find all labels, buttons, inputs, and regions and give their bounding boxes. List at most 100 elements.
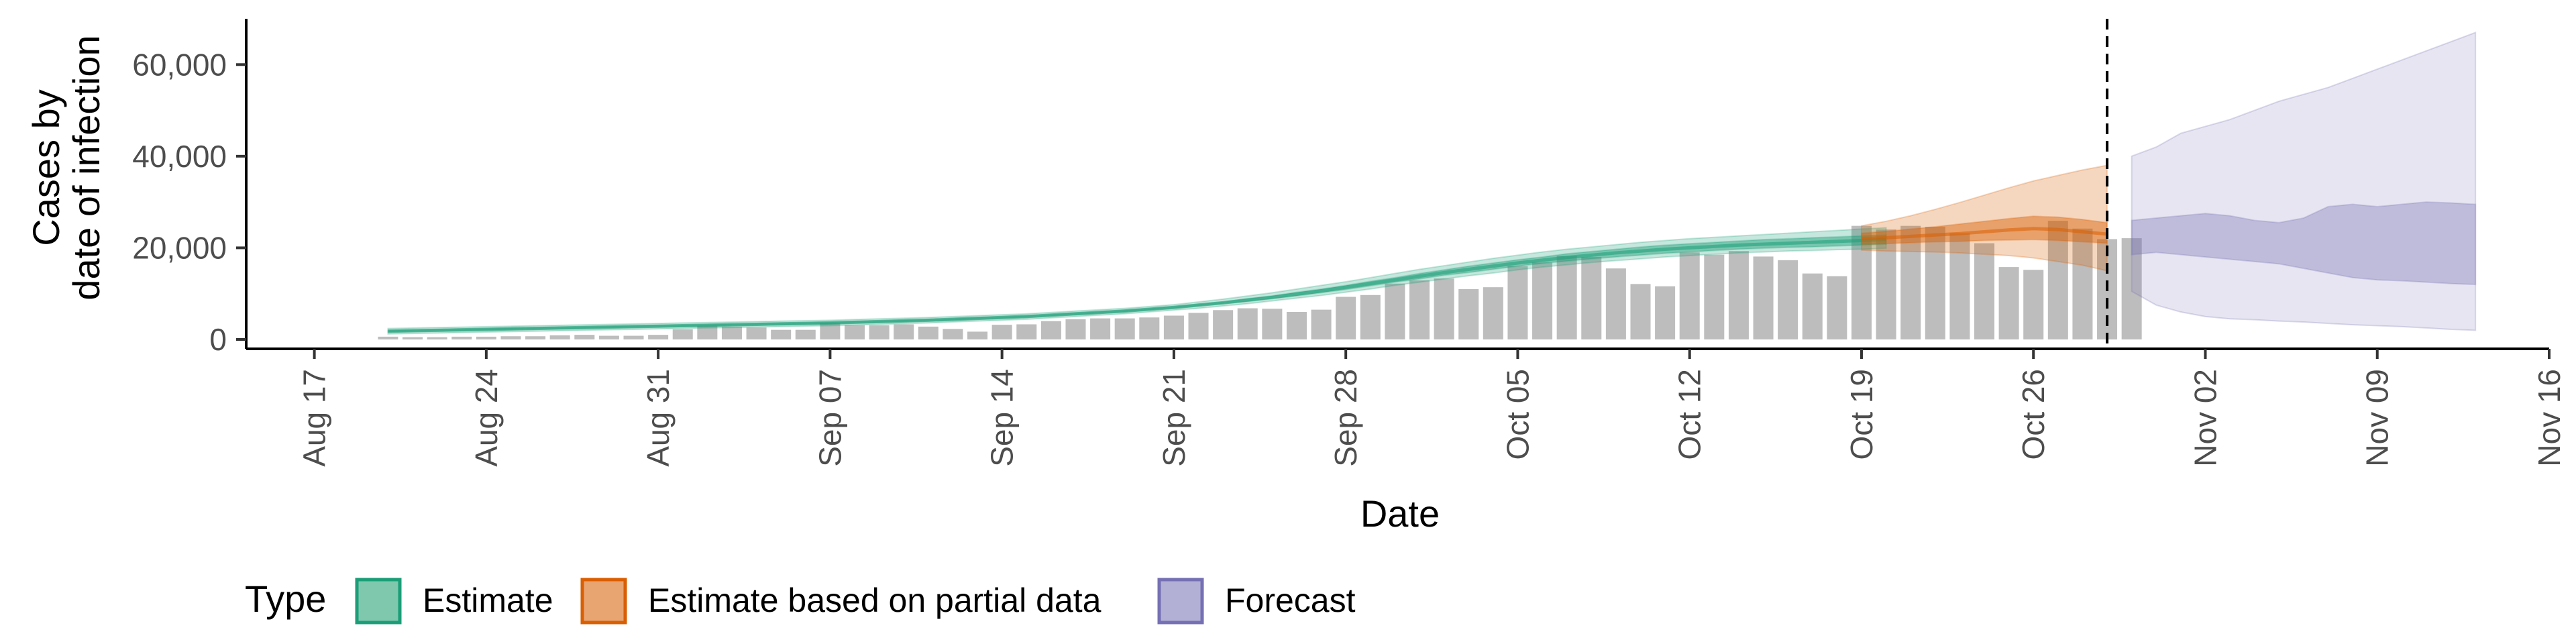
data-bar bbox=[1974, 243, 1995, 339]
band-90-0 bbox=[387, 227, 1887, 335]
data-bar bbox=[795, 329, 816, 339]
x-tick-label: Aug 24 bbox=[469, 369, 504, 467]
data-bar bbox=[1728, 251, 1749, 339]
legend-label: Estimate based on partial data bbox=[648, 582, 1102, 619]
data-bar bbox=[1630, 284, 1651, 339]
data-bar bbox=[1655, 286, 1676, 339]
band-50-2 bbox=[2131, 201, 2477, 286]
data-bar bbox=[1949, 233, 1970, 339]
legend-label: Forecast bbox=[1225, 582, 1356, 619]
data-bar bbox=[918, 326, 938, 339]
x-tick-label: Nov 02 bbox=[2188, 369, 2222, 467]
data-bar bbox=[1213, 310, 1234, 339]
median-line-1 bbox=[1861, 227, 2108, 241]
data-bar bbox=[1262, 309, 1283, 339]
legend-swatch bbox=[355, 578, 402, 625]
legend-title: Type bbox=[245, 578, 326, 620]
bars-layer bbox=[378, 221, 2142, 339]
data-bar bbox=[1900, 225, 1921, 339]
data-bar bbox=[476, 336, 496, 339]
data-bar bbox=[1065, 319, 1086, 339]
data-bar bbox=[2047, 221, 2068, 339]
data-bar bbox=[1434, 278, 1454, 339]
data-bar bbox=[1704, 254, 1725, 339]
band-90-2 bbox=[2131, 32, 2477, 331]
x-tick-label: Oct 12 bbox=[1672, 369, 1707, 460]
data-bar bbox=[1532, 262, 1553, 339]
x-tick-label: Aug 31 bbox=[641, 369, 676, 467]
data-bar bbox=[1090, 318, 1111, 339]
axes: 0 20,000 40,000 60,000 Aug 17 Aug 24 Aug 31 Sep… bbox=[132, 19, 2567, 467]
data-bar bbox=[1040, 321, 1061, 339]
data-bar bbox=[1851, 225, 1872, 339]
x-tick-label: Oct 26 bbox=[2016, 369, 2051, 460]
data-bar bbox=[1360, 294, 1381, 339]
legend: Type Estimate Estimate based on partial d… bbox=[245, 578, 1356, 625]
data-bar bbox=[574, 335, 595, 339]
data-bar bbox=[1458, 288, 1479, 339]
x-tick-label: Sep 21 bbox=[1157, 369, 1191, 467]
data-bar bbox=[1876, 229, 1896, 339]
data-bar bbox=[1827, 276, 1847, 339]
data-bar bbox=[1778, 260, 1799, 339]
data-bar bbox=[1802, 273, 1823, 339]
x-axis-title: Date bbox=[1360, 492, 1440, 535]
data-bar bbox=[623, 335, 644, 339]
data-bar bbox=[844, 325, 865, 339]
data-bar bbox=[672, 329, 693, 339]
data-bar bbox=[1679, 252, 1700, 339]
data-bar bbox=[1286, 312, 1307, 339]
data-bar bbox=[1483, 287, 1503, 339]
data-bar bbox=[500, 336, 521, 339]
x-tick-label: Aug 17 bbox=[297, 369, 332, 467]
data-bar bbox=[2072, 228, 2093, 339]
data-bar bbox=[894, 324, 914, 339]
data-bar bbox=[1237, 308, 1258, 339]
data-bar bbox=[1581, 257, 1602, 339]
data-bar bbox=[746, 327, 767, 339]
data-bar bbox=[1311, 309, 1332, 339]
y-tick-label: 20,000 bbox=[132, 230, 227, 265]
data-bar bbox=[1409, 280, 1430, 339]
data-bar bbox=[1605, 268, 1626, 339]
y-tick-label: 40,000 bbox=[132, 139, 227, 174]
data-bar bbox=[402, 337, 423, 339]
data-bar bbox=[721, 326, 742, 339]
legend-swatch bbox=[1157, 578, 1204, 625]
data-bar bbox=[1139, 317, 1160, 339]
data-bar bbox=[1556, 256, 1577, 339]
data-bar bbox=[697, 325, 718, 339]
data-bar bbox=[1998, 267, 2019, 339]
x-tick-label: Oct 05 bbox=[1500, 369, 1535, 460]
data-bar bbox=[1016, 324, 1037, 339]
y-tick-label: 60,000 bbox=[132, 47, 227, 82]
x-tick-label: Nov 09 bbox=[2360, 369, 2395, 467]
x-tick-label: Sep 14 bbox=[985, 369, 1020, 467]
data-bar bbox=[378, 336, 398, 339]
bands-layer bbox=[387, 32, 2477, 335]
data-bar bbox=[525, 336, 546, 339]
data-bar bbox=[967, 331, 988, 339]
data-bar bbox=[1188, 313, 1209, 339]
y-tick-label: 0 bbox=[209, 322, 227, 357]
x-tick-label: Nov 16 bbox=[2532, 369, 2567, 467]
data-bar bbox=[1336, 297, 1356, 339]
data-bar bbox=[451, 336, 472, 339]
median-line-0 bbox=[388, 237, 1886, 333]
data-bar bbox=[1163, 315, 1184, 339]
data-bar bbox=[549, 335, 570, 339]
y-axis-title-line1: Cases by bbox=[25, 89, 67, 246]
data-bar bbox=[1385, 283, 1405, 339]
data-bar bbox=[2023, 270, 2044, 339]
data-bar bbox=[1114, 318, 1135, 339]
data-bar bbox=[771, 329, 792, 339]
x-tick-label: Oct 19 bbox=[1844, 369, 1879, 460]
data-bar bbox=[991, 325, 1012, 339]
data-bar bbox=[598, 335, 619, 339]
data-bar bbox=[2121, 238, 2142, 339]
data-bar bbox=[427, 337, 447, 339]
data-bar bbox=[648, 335, 669, 339]
legend-label: Estimate bbox=[423, 582, 553, 619]
legend-swatch bbox=[580, 578, 627, 625]
